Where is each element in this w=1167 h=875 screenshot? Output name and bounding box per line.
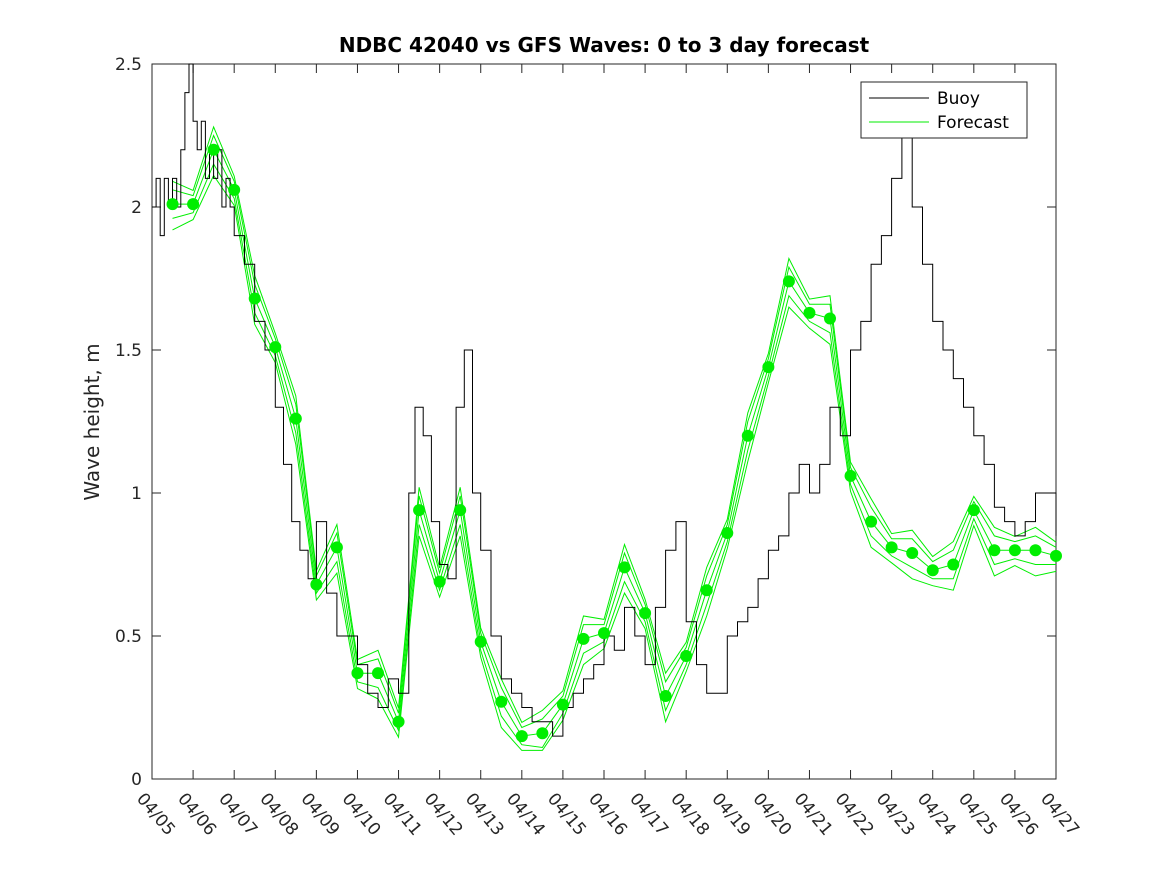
chart-title: NDBC 42040 vs GFS Waves: 0 to 3 day fore…	[339, 33, 870, 57]
forecast-point	[556, 698, 569, 711]
forecast-point	[988, 544, 1001, 557]
legend-forecast-label: Forecast	[937, 113, 1009, 133]
y-tick-label: 2.5	[115, 55, 142, 75]
forecast-point	[906, 547, 919, 560]
forecast-point	[166, 198, 179, 211]
forecast-point	[515, 730, 528, 743]
forecast-point	[741, 429, 754, 442]
forecast-line	[172, 174, 1057, 751]
forecast-point	[392, 715, 405, 728]
forecast-point	[1050, 549, 1062, 562]
forecast-point	[885, 541, 898, 554]
forecast-point	[844, 469, 857, 482]
forecast-line	[172, 134, 1057, 729]
forecast-point	[824, 312, 836, 325]
forecast-point	[269, 341, 282, 354]
forecast-point	[967, 504, 980, 517]
forecast-point	[495, 695, 508, 708]
y-tick-label: 1.5	[115, 341, 142, 361]
forecast-point	[310, 578, 323, 591]
forecast-point	[700, 584, 713, 597]
forecast-line	[172, 125, 1057, 724]
forecast-point	[433, 575, 446, 588]
forecast-point	[1008, 544, 1021, 557]
forecast-point	[659, 690, 672, 703]
forecast-point	[474, 635, 487, 648]
forecast-point	[639, 607, 652, 620]
forecast-point	[351, 667, 364, 680]
forecast-point	[289, 412, 302, 425]
forecast-point	[782, 275, 795, 288]
forecast-point	[947, 558, 960, 571]
legend: Buoy Forecast	[860, 81, 1028, 139]
legend-box	[860, 81, 1028, 139]
forecast-point	[187, 198, 200, 211]
legend-buoy-label: Buoy	[937, 89, 980, 109]
forecast-point	[1029, 544, 1042, 557]
forecast-point	[207, 143, 220, 156]
forecast-point	[598, 627, 610, 640]
forecast-point	[228, 183, 241, 196]
forecast-point	[372, 667, 384, 680]
forecast-point	[680, 650, 693, 663]
forecast-point	[926, 564, 939, 577]
forecast-point	[413, 504, 426, 517]
forecast-point	[721, 527, 734, 540]
forecast-point	[248, 292, 261, 305]
forecast-point	[803, 306, 816, 319]
y-tick-label: 0.5	[115, 627, 142, 647]
buoy-line	[152, 63, 1057, 737]
y-tick-label: 1	[131, 484, 142, 504]
y-tick-label: 2	[131, 198, 142, 218]
y-tick-label: 0	[131, 770, 142, 790]
forecast-point	[577, 632, 590, 645]
forecast-point	[865, 515, 878, 528]
forecast-point	[618, 561, 631, 574]
forecast-point	[330, 541, 343, 554]
forecast-point	[454, 504, 467, 517]
forecast-point	[536, 727, 549, 740]
forecast-point	[762, 361, 775, 374]
y-axis-label: Wave height, m	[80, 343, 104, 500]
